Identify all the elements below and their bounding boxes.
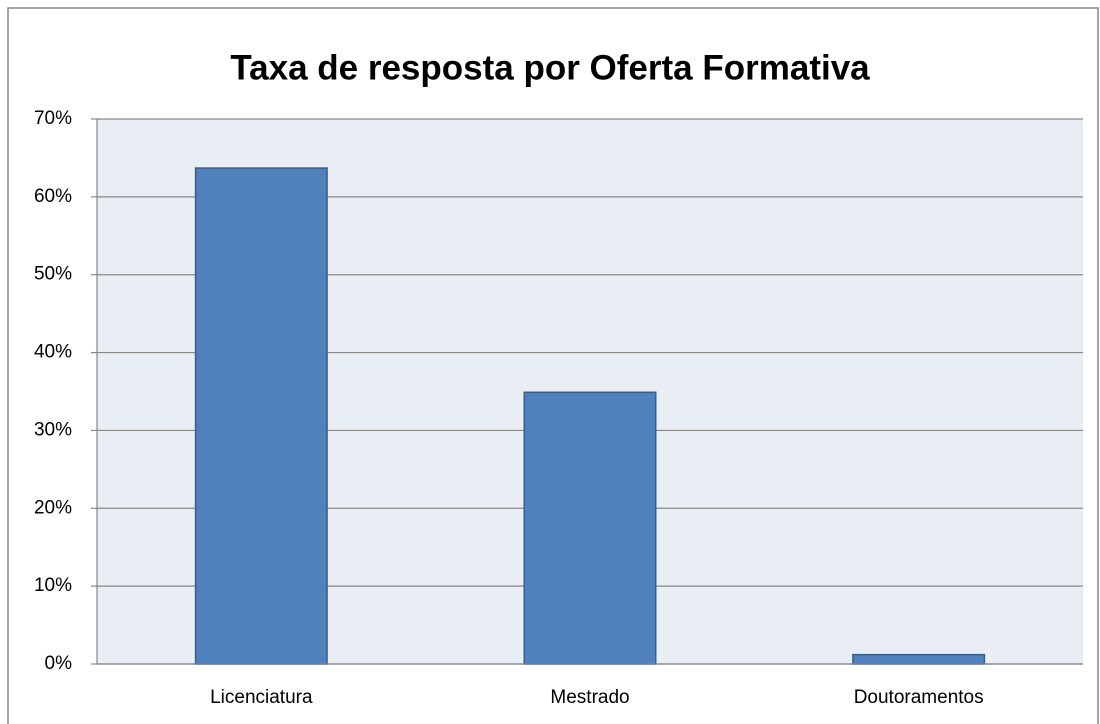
y-tick-label: 30% — [34, 419, 72, 440]
x-tick-label: Doutoramentos — [854, 687, 984, 708]
x-tick-label: Mestrado — [550, 687, 629, 708]
x-tick-label: Licenciatura — [210, 687, 313, 708]
y-tick-label: 20% — [34, 497, 72, 518]
bar — [852, 653, 986, 665]
bar — [194, 167, 328, 665]
y-tick-label: 10% — [34, 575, 72, 596]
y-tick-label: 60% — [34, 186, 72, 207]
chart-title: Taxa de resposta por Oferta Formativa — [230, 48, 870, 87]
y-tick-label: 50% — [34, 264, 72, 285]
y-tick-label: 0% — [45, 653, 73, 674]
bar — [523, 391, 657, 665]
y-tick-label: 70% — [34, 108, 72, 129]
y-tick-label: 40% — [34, 342, 72, 363]
